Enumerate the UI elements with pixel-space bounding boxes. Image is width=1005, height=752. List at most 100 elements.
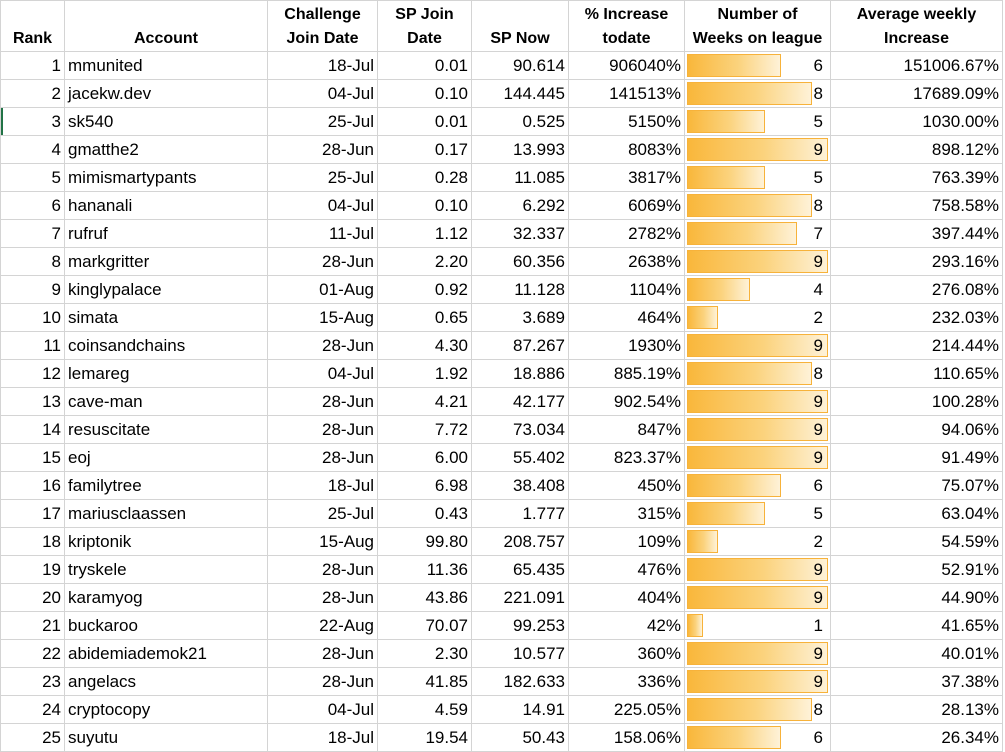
- cell-sp-join[interactable]: 4.30: [377, 331, 472, 360]
- cell-sp-now[interactable]: 6.292: [471, 191, 569, 220]
- cell-avg-increase[interactable]: 44.90%: [830, 583, 1003, 612]
- cell-sp-join[interactable]: 0.43: [377, 499, 472, 528]
- cell-weeks[interactable]: 2: [684, 527, 831, 556]
- cell-join-date[interactable]: 18-Jul: [267, 471, 378, 500]
- cell-account[interactable]: coinsandchains: [64, 331, 268, 360]
- cell-sp-now[interactable]: 32.337: [471, 219, 569, 248]
- cell-sp-now[interactable]: 42.177: [471, 387, 569, 416]
- cell-sp-now[interactable]: 10.577: [471, 639, 569, 668]
- cell-avg-increase[interactable]: 232.03%: [830, 303, 1003, 332]
- cell-increase[interactable]: 336%: [568, 667, 685, 696]
- cell-weeks[interactable]: 5: [684, 499, 831, 528]
- cell-rank[interactable]: 20: [0, 583, 65, 612]
- header-join-date[interactable]: Challenge Join Date: [267, 0, 378, 52]
- header-avg-increase[interactable]: Average weekly Increase: [830, 0, 1003, 52]
- cell-increase[interactable]: 404%: [568, 583, 685, 612]
- cell-join-date[interactable]: 18-Jul: [267, 723, 378, 752]
- cell-avg-increase[interactable]: 110.65%: [830, 359, 1003, 388]
- cell-sp-now[interactable]: 208.757: [471, 527, 569, 556]
- cell-join-date[interactable]: 25-Jul: [267, 163, 378, 192]
- cell-join-date[interactable]: 11-Jul: [267, 219, 378, 248]
- cell-rank[interactable]: 12: [0, 359, 65, 388]
- cell-account[interactable]: tryskele: [64, 555, 268, 584]
- cell-rank[interactable]: 17: [0, 499, 65, 528]
- cell-sp-join[interactable]: 6.98: [377, 471, 472, 500]
- cell-weeks[interactable]: 9: [684, 247, 831, 276]
- cell-sp-now[interactable]: 99.253: [471, 611, 569, 640]
- cell-increase[interactable]: 6069%: [568, 191, 685, 220]
- header-account[interactable]: Account: [64, 0, 268, 52]
- cell-rank[interactable]: 23: [0, 667, 65, 696]
- cell-rank[interactable]: 9: [0, 275, 65, 304]
- cell-sp-now[interactable]: 60.356: [471, 247, 569, 276]
- cell-sp-now[interactable]: 221.091: [471, 583, 569, 612]
- cell-weeks[interactable]: 6: [684, 471, 831, 500]
- cell-account[interactable]: familytree: [64, 471, 268, 500]
- cell-rank[interactable]: 10: [0, 303, 65, 332]
- cell-sp-join[interactable]: 41.85: [377, 667, 472, 696]
- header-rank[interactable]: Rank: [0, 0, 65, 52]
- cell-account[interactable]: mariusclaassen: [64, 499, 268, 528]
- cell-join-date[interactable]: 04-Jul: [267, 79, 378, 108]
- cell-join-date[interactable]: 28-Jun: [267, 135, 378, 164]
- cell-account[interactable]: mimismartypants: [64, 163, 268, 192]
- cell-weeks[interactable]: 9: [684, 667, 831, 696]
- cell-rank[interactable]: 22: [0, 639, 65, 668]
- cell-increase[interactable]: 2782%: [568, 219, 685, 248]
- cell-weeks[interactable]: 9: [684, 135, 831, 164]
- cell-sp-join[interactable]: 11.36: [377, 555, 472, 584]
- cell-rank[interactable]: 2: [0, 79, 65, 108]
- cell-sp-join[interactable]: 1.12: [377, 219, 472, 248]
- header-sp-join[interactable]: SP Join Date: [377, 0, 472, 52]
- cell-sp-now[interactable]: 3.689: [471, 303, 569, 332]
- cell-rank[interactable]: 21: [0, 611, 65, 640]
- cell-avg-increase[interactable]: 52.91%: [830, 555, 1003, 584]
- cell-account[interactable]: abidemiademok21: [64, 639, 268, 668]
- cell-sp-join[interactable]: 2.20: [377, 247, 472, 276]
- cell-sp-now[interactable]: 55.402: [471, 443, 569, 472]
- cell-rank[interactable]: 13: [0, 387, 65, 416]
- cell-join-date[interactable]: 04-Jul: [267, 359, 378, 388]
- cell-increase[interactable]: 2638%: [568, 247, 685, 276]
- cell-join-date[interactable]: 04-Jul: [267, 191, 378, 220]
- cell-join-date[interactable]: 04-Jul: [267, 695, 378, 724]
- cell-rank[interactable]: 15: [0, 443, 65, 472]
- cell-rank[interactable]: 18: [0, 527, 65, 556]
- cell-weeks[interactable]: 8: [684, 695, 831, 724]
- cell-rank[interactable]: 4: [0, 135, 65, 164]
- cell-account[interactable]: rufruf: [64, 219, 268, 248]
- cell-join-date[interactable]: 22-Aug: [267, 611, 378, 640]
- cell-avg-increase[interactable]: 26.34%: [830, 723, 1003, 752]
- cell-avg-increase[interactable]: 17689.09%: [830, 79, 1003, 108]
- cell-join-date[interactable]: 28-Jun: [267, 583, 378, 612]
- cell-increase[interactable]: 109%: [568, 527, 685, 556]
- cell-sp-now[interactable]: 182.633: [471, 667, 569, 696]
- cell-sp-now[interactable]: 38.408: [471, 471, 569, 500]
- cell-sp-join[interactable]: 19.54: [377, 723, 472, 752]
- cell-rank[interactable]: 16: [0, 471, 65, 500]
- cell-weeks[interactable]: 2: [684, 303, 831, 332]
- cell-increase[interactable]: 902.54%: [568, 387, 685, 416]
- cell-rank[interactable]: 7: [0, 219, 65, 248]
- cell-weeks[interactable]: 9: [684, 387, 831, 416]
- cell-sp-now[interactable]: 11.128: [471, 275, 569, 304]
- cell-weeks[interactable]: 5: [684, 163, 831, 192]
- cell-increase[interactable]: 5150%: [568, 107, 685, 136]
- cell-join-date[interactable]: 01-Aug: [267, 275, 378, 304]
- header-increase[interactable]: % Increase todate: [568, 0, 685, 52]
- cell-account[interactable]: eoj: [64, 443, 268, 472]
- cell-weeks[interactable]: 7: [684, 219, 831, 248]
- cell-avg-increase[interactable]: 100.28%: [830, 387, 1003, 416]
- cell-sp-join[interactable]: 1.92: [377, 359, 472, 388]
- cell-sp-join[interactable]: 43.86: [377, 583, 472, 612]
- cell-increase[interactable]: 823.37%: [568, 443, 685, 472]
- cell-increase[interactable]: 315%: [568, 499, 685, 528]
- cell-account[interactable]: suyutu: [64, 723, 268, 752]
- cell-weeks[interactable]: 8: [684, 191, 831, 220]
- cell-sp-join[interactable]: 70.07: [377, 611, 472, 640]
- cell-rank[interactable]: 25: [0, 723, 65, 752]
- cell-weeks[interactable]: 9: [684, 443, 831, 472]
- cell-weeks[interactable]: 9: [684, 415, 831, 444]
- cell-increase[interactable]: 476%: [568, 555, 685, 584]
- cell-join-date[interactable]: 15-Aug: [267, 303, 378, 332]
